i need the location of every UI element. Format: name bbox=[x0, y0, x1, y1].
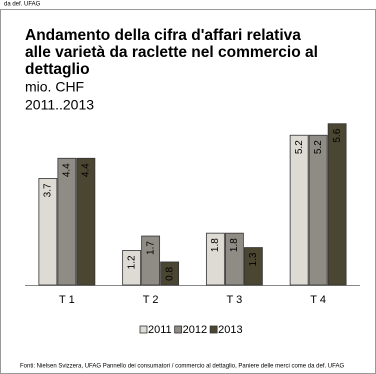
value-label: 1.3 bbox=[248, 252, 259, 266]
source: Fonti: Nielsen Svizzera, UFAG Pannello d… bbox=[20, 364, 344, 370]
value-label: 5.6 bbox=[332, 128, 343, 142]
value-label: 1.7 bbox=[145, 241, 156, 255]
bar bbox=[122, 250, 142, 286]
value-label: 1.8 bbox=[229, 238, 240, 252]
bar bbox=[160, 261, 180, 286]
chart-period: 2011..2013 bbox=[25, 97, 94, 113]
bar bbox=[289, 134, 309, 286]
legend-label: 2013 bbox=[218, 324, 242, 336]
value-label: 0.8 bbox=[164, 267, 175, 281]
bar bbox=[57, 157, 77, 286]
chart-subtitle: mio. CHF bbox=[25, 79, 84, 95]
legend-swatch bbox=[139, 325, 148, 334]
legend-swatch bbox=[209, 325, 218, 334]
bar bbox=[243, 247, 263, 286]
bar bbox=[205, 232, 225, 286]
x-tick-label: T 3 bbox=[227, 294, 243, 306]
value-label: 4.4 bbox=[81, 163, 92, 177]
legend-label: 2011 bbox=[148, 324, 172, 336]
value-label: 5.2 bbox=[313, 140, 324, 154]
header-note: da def. UFAG bbox=[4, 2, 41, 8]
x-tick-label: T 4 bbox=[310, 294, 326, 306]
bar bbox=[141, 235, 161, 286]
bar bbox=[38, 178, 58, 286]
legend-swatch bbox=[174, 325, 183, 334]
x-tick-label: T 1 bbox=[59, 294, 75, 306]
value-label: 1.8 bbox=[210, 238, 221, 252]
chart-title: Andamento della cifra d'affari relativa a… bbox=[25, 27, 318, 78]
bar bbox=[308, 134, 328, 286]
value-label: 3.7 bbox=[43, 183, 54, 197]
bar bbox=[327, 123, 347, 286]
bar bbox=[224, 232, 244, 286]
legend-label: 2012 bbox=[183, 324, 207, 336]
value-label: 5.2 bbox=[294, 140, 305, 154]
value-label: 4.4 bbox=[62, 163, 73, 177]
value-label: 1.2 bbox=[126, 255, 137, 269]
x-tick-label: T 2 bbox=[143, 294, 159, 306]
bar bbox=[76, 157, 96, 286]
